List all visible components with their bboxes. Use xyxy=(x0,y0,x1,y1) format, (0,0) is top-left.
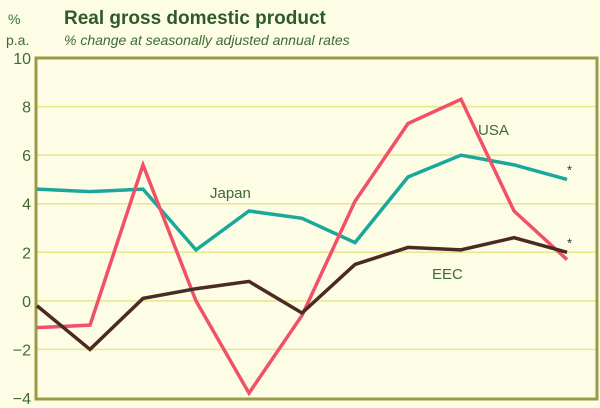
series-line-usa xyxy=(36,96,569,397)
y-tick-label: 0 xyxy=(22,294,31,311)
y-tick-label: −4 xyxy=(13,391,31,408)
y-tick-label: 10 xyxy=(13,51,31,68)
series-line-eec xyxy=(35,235,568,352)
y-unit-label: % xyxy=(8,11,20,27)
end-marker-eec: * xyxy=(567,235,572,250)
y-tick-label: 6 xyxy=(22,148,31,165)
chart-subtitle: % change at seasonally adjusted annual r… xyxy=(64,32,350,48)
y-tick-label: 8 xyxy=(22,100,31,117)
series-label-eec: EEC xyxy=(432,266,463,283)
series-label-japan: Japan xyxy=(210,185,251,202)
series-label-usa: USA xyxy=(478,122,509,139)
y-tick-label: 4 xyxy=(22,197,31,214)
y-tick-label: −2 xyxy=(13,342,31,359)
end-marker-japan: * xyxy=(567,162,572,177)
y-unit-label-2: p.a. xyxy=(6,32,29,48)
chart-title: Real gross domestic product xyxy=(64,8,327,29)
series-line-japan xyxy=(36,153,568,253)
y-tick-label: 2 xyxy=(22,245,31,262)
plot-frame xyxy=(34,56,599,401)
